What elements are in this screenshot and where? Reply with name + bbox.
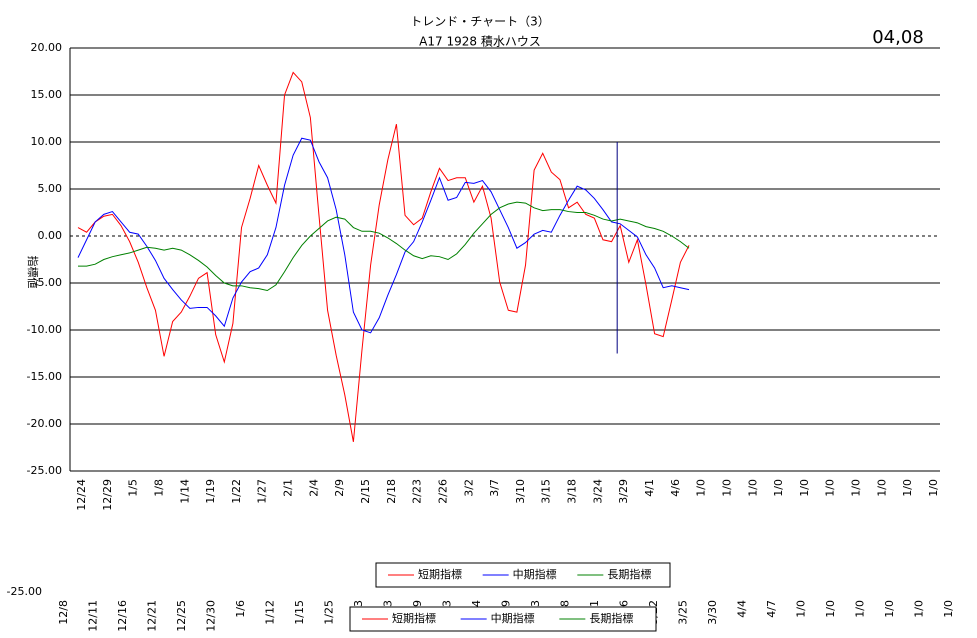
series-line	[78, 201, 690, 292]
overlap-x-tick-label: 9	[500, 600, 513, 607]
x-tick-label: 1/27	[256, 479, 269, 504]
x-tick-label: 2/18	[385, 479, 398, 504]
x-tick-label: 2/9	[333, 479, 346, 497]
x-tick-label: 1/5	[127, 479, 140, 497]
legend-label: 中期指標	[513, 567, 557, 581]
overlap-y-tick-label: -25.00	[7, 585, 42, 598]
x-tick-label: 1/0	[927, 479, 940, 497]
overlap-x-tick-label: 9	[411, 600, 424, 607]
overlap-x-tick-label: 1/0	[913, 600, 926, 618]
x-tick-label: 3/2	[462, 479, 475, 497]
x-tick-label: 1/19	[204, 479, 217, 504]
x-tick-label: 1/0	[798, 479, 811, 497]
corner-label: 04,08	[872, 27, 924, 48]
overlap-x-tick-label: 12/30	[205, 600, 218, 632]
legend-box	[349, 606, 657, 632]
y-tick-label: -20.00	[27, 417, 62, 430]
y-tick-label: 0.00	[38, 229, 63, 242]
legend-label: 短期指標	[392, 611, 436, 625]
x-tick-label: 1/0	[901, 479, 914, 497]
overlap-x-tick-label: 1/25	[323, 600, 336, 625]
overlap-x-tick-label: 3	[441, 600, 454, 607]
x-tick-label: 2/15	[359, 479, 372, 504]
x-tick-label: 2/1	[282, 479, 295, 497]
chart-title: トレンド・チャート（3）	[410, 15, 550, 29]
x-tick-label: 1/22	[230, 479, 243, 504]
y-tick-label: 10.00	[31, 135, 63, 148]
overlap-x-tick-label: 1	[588, 600, 601, 607]
chart-subtitle: A17 1928 積水ハウス	[419, 34, 541, 49]
legend-label: 長期指標	[607, 567, 651, 581]
x-tick-label: 1/0	[720, 479, 733, 497]
overlap-x-tick-label: 3	[382, 600, 395, 607]
x-tick-label: 12/24	[75, 479, 88, 511]
overlap-x-tick-label: 3	[529, 600, 542, 607]
y-tick-label: -15.00	[27, 370, 62, 383]
series-line	[77, 137, 690, 334]
x-tick-label: 1/0	[746, 479, 759, 497]
overlap-x-tick-label: 1/12	[264, 600, 277, 625]
x-tick-label: 2/4	[307, 479, 320, 497]
overlap-x-tick-label: 1/6	[234, 600, 247, 618]
legend-label: 中期指標	[491, 611, 535, 625]
overlap-x-tick-label: 8	[559, 600, 572, 607]
overlap-x-tick-label: 1/0	[883, 600, 896, 618]
x-tick-label: 3/10	[514, 479, 527, 504]
x-tick-label: 1/0	[875, 479, 888, 497]
y-axis-label: 指標値	[26, 256, 40, 289]
x-tick-label: 2/26	[436, 479, 449, 504]
y-tick-label: 5.00	[38, 182, 63, 195]
legend-box	[375, 562, 671, 588]
x-tick-label: 3/7	[488, 479, 501, 497]
legend-label: 短期指標	[418, 567, 462, 581]
overlap-x-tick-label: 4/7	[765, 600, 778, 618]
x-tick-label: 1/0	[695, 479, 708, 497]
x-tick-label: 3/18	[566, 479, 579, 504]
x-tick-label: 1/8	[152, 479, 165, 497]
x-tick-label: 1/0	[772, 479, 785, 497]
overlap-x-tick-label: 3/25	[677, 600, 690, 625]
x-tick-label: 1/14	[178, 479, 191, 504]
series-line	[77, 71, 690, 442]
x-tick-label: 3/15	[540, 479, 553, 504]
y-tick-label: 15.00	[31, 88, 63, 101]
x-tick-label: 4/1	[643, 479, 656, 497]
overlap-x-tick-label: 1/0	[854, 600, 867, 618]
y-tick-label: 20.00	[31, 41, 63, 54]
overlap-x-tick-label: 12/16	[116, 600, 129, 632]
x-tick-label: 1/0	[824, 479, 837, 497]
x-tick-label: 12/29	[101, 479, 114, 511]
y-tick-label: -10.00	[27, 323, 62, 336]
x-tick-label: 3/29	[617, 479, 630, 504]
x-tick-label: 1/0	[850, 479, 863, 497]
x-tick-label: 3/24	[591, 479, 604, 504]
overlap-x-tick-label: 4	[470, 600, 483, 607]
overlap-x-tick-label: 12/21	[146, 600, 159, 632]
overlap-x-tick-label: 1/0	[795, 600, 808, 618]
overlap-x-tick-label: 1/0	[942, 600, 955, 618]
overlap-x-tick-label: 1/15	[293, 600, 306, 625]
y-tick-label: -5.00	[34, 276, 62, 289]
x-tick-label: 4/6	[669, 479, 682, 497]
overlap-x-tick-label: 12/11	[87, 600, 100, 632]
legend-label: 長期指標	[589, 611, 633, 625]
overlap-x-tick-label: 3	[352, 600, 365, 607]
overlap-x-tick-label: 3/30	[706, 600, 719, 625]
overlap-x-tick-label: 12/8	[57, 600, 70, 625]
y-tick-label: -25.00	[27, 464, 62, 477]
overlap-x-tick-label: 1/0	[824, 600, 837, 618]
overlap-x-tick-label: 4/4	[736, 600, 749, 618]
x-tick-label: 2/23	[411, 479, 424, 504]
overlap-x-tick-label: 12/25	[175, 600, 188, 632]
